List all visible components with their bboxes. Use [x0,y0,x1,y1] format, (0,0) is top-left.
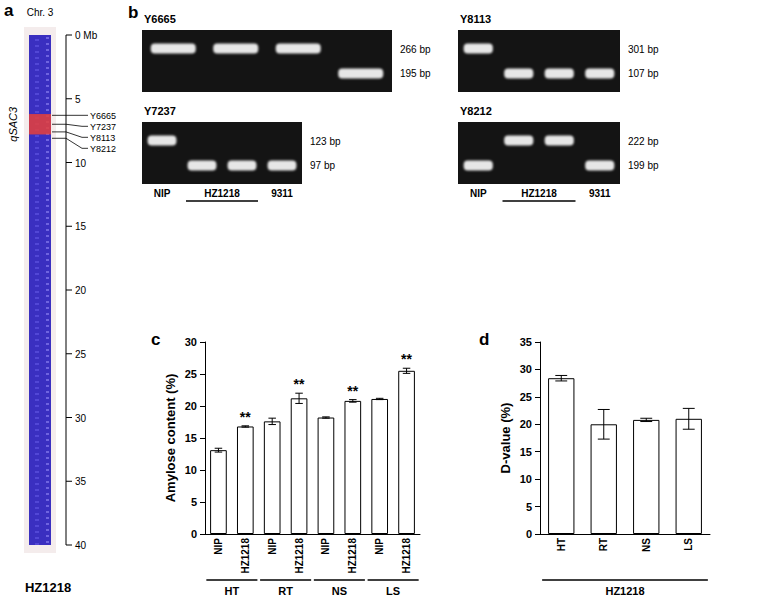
svg-text:NIP: NIP [267,538,278,555]
svg-text:a: a [4,1,14,20]
svg-text:123 bp: 123 bp [310,136,341,147]
svg-text:NIP: NIP [213,538,224,555]
svg-text:HZ1218: HZ1218 [204,188,240,199]
svg-text:199 bp: 199 bp [628,160,659,171]
svg-text:0 Mb: 0 Mb [75,30,98,41]
svg-text:30: 30 [520,363,532,375]
svg-text:NS: NS [332,585,347,597]
svg-text:Y8212: Y8212 [90,144,116,154]
svg-text:NS: NS [641,538,652,552]
svg-text:15: 15 [185,432,197,444]
svg-text:0: 0 [526,528,532,540]
svg-text:5: 5 [526,501,532,513]
svg-text:15: 15 [75,221,87,232]
svg-text:Y7237: Y7237 [90,122,116,132]
svg-text:5: 5 [75,94,81,105]
svg-text:Y6665: Y6665 [144,13,176,25]
svg-text:Y8113: Y8113 [460,13,491,25]
svg-text:9311: 9311 [589,188,611,199]
svg-text:25: 25 [75,349,87,360]
svg-text:Amylose content (%): Amylose content (%) [163,374,178,503]
svg-text:9311: 9311 [271,188,293,199]
svg-text:HZ1218: HZ1218 [347,538,358,574]
svg-text:301 bp: 301 bp [628,44,659,55]
svg-text:NIP: NIP [320,538,331,555]
svg-text:97 bp: 97 bp [310,160,335,171]
svg-text:LS: LS [683,538,694,551]
svg-text:RT: RT [278,585,293,597]
svg-text:25: 25 [185,368,197,380]
svg-text:LS: LS [386,585,400,597]
svg-text:20: 20 [185,400,197,412]
svg-text:35: 35 [520,336,532,348]
svg-text:c: c [151,330,160,349]
svg-text:**: ** [347,383,358,399]
svg-text:Y8212: Y8212 [460,105,492,117]
svg-text:Y6665: Y6665 [90,111,116,121]
svg-text:20: 20 [520,418,532,430]
svg-text:195 bp: 195 bp [400,68,431,79]
svg-text:HT: HT [225,585,240,597]
svg-text:30: 30 [185,336,197,348]
svg-text:D-value (%): D-value (%) [498,403,513,474]
svg-text:**: ** [294,376,305,392]
svg-text:HZ1218: HZ1218 [521,188,557,199]
svg-text:10: 10 [75,158,87,169]
svg-text:b: b [128,3,138,22]
svg-text:HZ1218: HZ1218 [25,580,71,595]
svg-text:107 bp: 107 bp [628,68,659,79]
svg-text:Y8113: Y8113 [90,133,115,143]
svg-text:266 bp: 266 bp [400,44,431,55]
svg-text:20: 20 [75,285,87,296]
svg-text:HZ1218: HZ1218 [240,538,251,574]
svg-text:Y7237: Y7237 [144,105,176,117]
svg-text:NIP: NIP [470,188,487,199]
svg-text:5: 5 [191,496,197,508]
svg-text:**: ** [401,351,412,367]
svg-text:NIP: NIP [154,188,171,199]
svg-text:10: 10 [520,473,532,485]
svg-text:40: 40 [75,540,87,551]
svg-text:25: 25 [520,391,532,403]
svg-text:HZ1218: HZ1218 [294,538,305,574]
svg-text:HZ1218: HZ1218 [401,538,412,574]
svg-text:qSAC3: qSAC3 [7,106,19,142]
svg-text:10: 10 [185,464,197,476]
svg-text:222 bp: 222 bp [628,136,659,147]
svg-text:30: 30 [75,413,87,424]
svg-text:HZ1218: HZ1218 [605,585,644,597]
svg-text:HT: HT [556,538,567,551]
svg-text:35: 35 [75,476,87,487]
svg-text:NIP: NIP [374,538,385,555]
svg-text:0: 0 [191,528,197,540]
svg-text:15: 15 [520,446,532,458]
svg-text:**: ** [240,409,251,425]
svg-text:Chr. 3: Chr. 3 [27,7,54,18]
svg-text:d: d [479,330,489,349]
svg-text:RT: RT [598,538,609,551]
